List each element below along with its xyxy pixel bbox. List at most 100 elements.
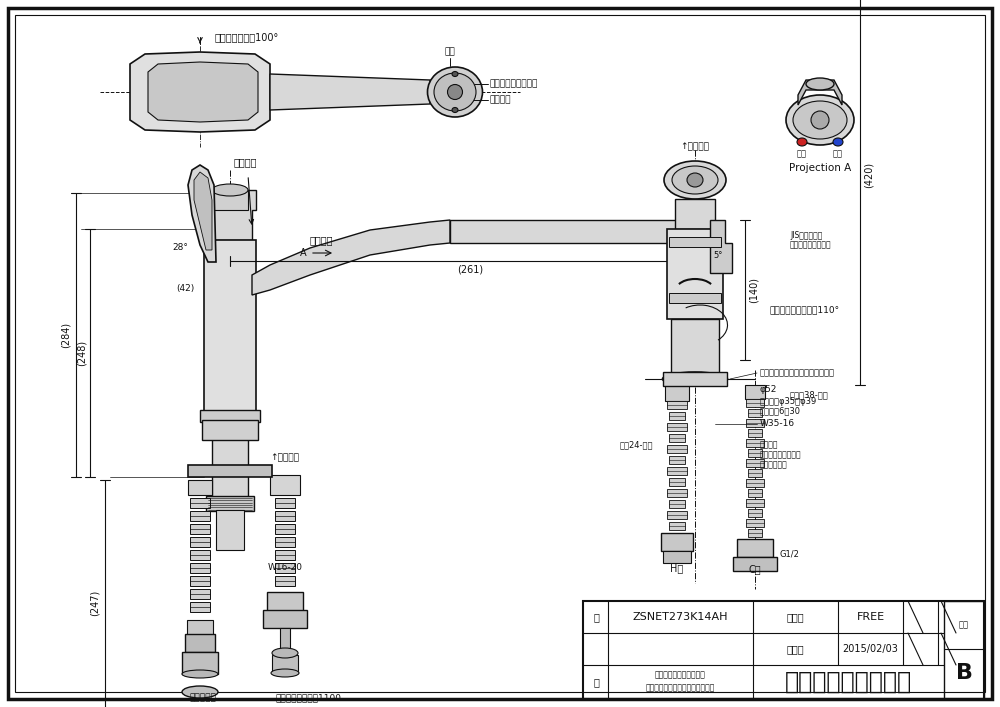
Ellipse shape (662, 372, 728, 386)
Bar (190, 589, 210, 599)
Bar (190, 498, 210, 508)
Bar (275, 550, 295, 560)
Bar (275, 576, 295, 586)
Polygon shape (188, 165, 216, 262)
Text: (284): (284) (61, 322, 71, 348)
Bar (450, 220, 710, 243)
Ellipse shape (182, 670, 218, 678)
Bar (275, 524, 295, 534)
Text: C管: C管 (749, 564, 761, 574)
Text: (42): (42) (176, 284, 194, 293)
Text: 吐水口左右回転角：110°: 吐水口左右回転角：110° (770, 305, 840, 315)
Text: 尺　度: 尺 度 (787, 612, 804, 622)
Text: 日　付: 日 付 (787, 644, 804, 654)
Ellipse shape (271, 669, 299, 677)
Text: 二面24-六角: 二面24-六角 (620, 440, 654, 450)
Text: (420): (420) (864, 162, 874, 188)
Text: 止水位置: 止水位置 (310, 235, 334, 245)
Bar (669, 500, 685, 508)
Bar (669, 412, 685, 420)
Bar (669, 293, 721, 303)
Bar (671, 319, 719, 379)
Bar (263, 610, 307, 628)
Bar (667, 489, 687, 497)
Polygon shape (270, 74, 430, 110)
Bar (665, 385, 689, 401)
Text: 図溝: 図溝 (959, 621, 969, 629)
Text: 『裏面』: 『裏面』 (760, 440, 778, 450)
Text: (140): (140) (749, 277, 759, 303)
Ellipse shape (672, 166, 718, 194)
Ellipse shape (833, 138, 843, 146)
Bar (202, 420, 258, 440)
Text: G1/2: G1/2 (780, 549, 800, 559)
Bar (746, 399, 764, 407)
Text: 2015/02/03: 2015/02/03 (843, 644, 898, 654)
Bar (280, 628, 290, 653)
Text: シャワー: シャワー (490, 95, 512, 105)
Bar (746, 479, 764, 487)
Bar (206, 496, 254, 511)
Bar (190, 524, 210, 534)
Bar (270, 475, 300, 495)
Bar (187, 620, 213, 635)
Text: サイレントシャワー水栓: サイレントシャワー水栓 (655, 670, 706, 679)
Ellipse shape (806, 78, 834, 90)
Bar (185, 634, 215, 652)
Bar (733, 557, 777, 571)
Text: 赤色: 赤色 (797, 149, 807, 158)
Text: (248): (248) (77, 340, 87, 366)
Text: W16-20: W16-20 (268, 563, 302, 571)
Text: B: B (956, 663, 972, 683)
Text: ↑給水管へ: ↑給水管へ (680, 143, 710, 151)
Bar (748, 409, 762, 417)
Bar (190, 602, 210, 612)
Ellipse shape (664, 161, 726, 199)
Bar (190, 511, 210, 521)
Ellipse shape (786, 95, 854, 145)
Bar (669, 456, 685, 464)
Bar (182, 652, 218, 674)
Text: H管: H管 (670, 563, 684, 573)
Bar (667, 445, 687, 453)
Ellipse shape (797, 138, 807, 146)
Text: ZSNET273K14AH: ZSNET273K14AH (633, 612, 728, 622)
Bar (661, 533, 693, 551)
Ellipse shape (428, 67, 482, 117)
Text: W35-16: W35-16 (760, 419, 795, 428)
Bar (748, 429, 762, 437)
Text: 取付穴径φ35～φ39: 取付穴径φ35～φ39 (760, 397, 817, 406)
Bar (748, 529, 762, 537)
Bar (746, 519, 764, 527)
Text: 赤シール貼付: 赤シール貼付 (760, 460, 788, 469)
Polygon shape (798, 80, 842, 105)
Ellipse shape (452, 71, 458, 76)
Ellipse shape (811, 111, 829, 129)
Text: φ52: φ52 (760, 385, 777, 394)
Bar (667, 467, 687, 475)
Bar (212, 190, 248, 210)
Text: JIS表示シール: JIS表示シール (790, 230, 822, 240)
Text: クリナップ株式会社: クリナップ株式会社 (785, 670, 912, 694)
Bar (944, 601, 984, 699)
Bar (190, 563, 210, 573)
Ellipse shape (272, 648, 298, 658)
Text: 『正面』シール貼付位置（正面）: 『正面』シール貼付位置（正面） (760, 368, 835, 378)
Polygon shape (252, 220, 450, 295)
Bar (188, 465, 272, 477)
Bar (667, 229, 723, 319)
Text: A: A (300, 248, 307, 258)
Ellipse shape (452, 107, 458, 112)
Polygon shape (204, 190, 256, 240)
Ellipse shape (182, 686, 218, 698)
Bar (204, 240, 256, 420)
Bar (663, 372, 727, 386)
Ellipse shape (448, 85, 462, 100)
Bar (746, 459, 764, 467)
Bar (188, 480, 212, 495)
Polygon shape (194, 172, 212, 250)
Text: 5°: 5° (713, 250, 723, 259)
Bar (583, 601, 984, 699)
Text: ↑給水管へ: ↑給水管へ (270, 453, 300, 462)
Bar (667, 401, 687, 409)
